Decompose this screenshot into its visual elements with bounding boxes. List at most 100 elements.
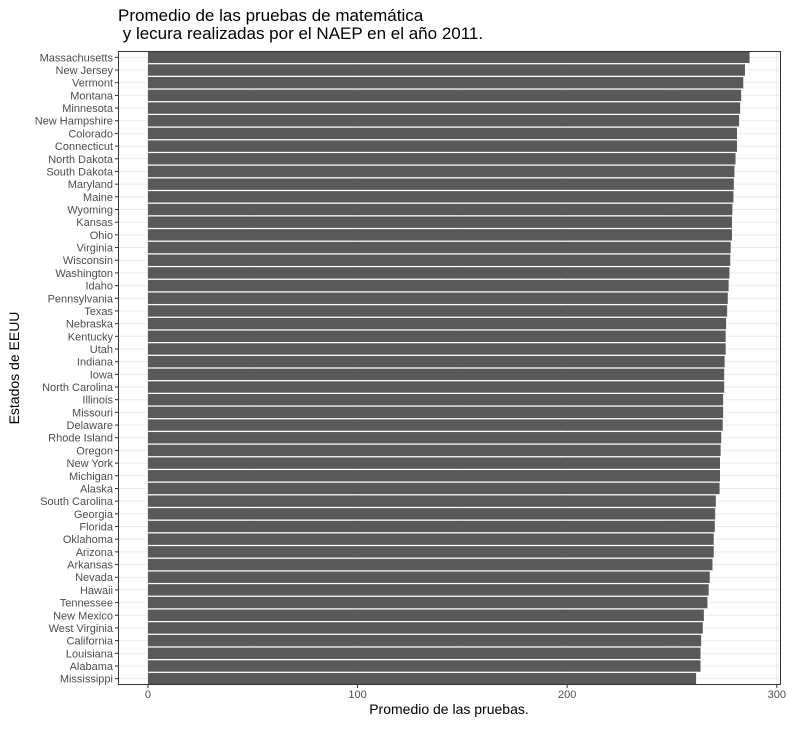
y-tick-label: Vermont	[72, 78, 113, 90]
y-tick-label: California	[67, 636, 114, 648]
bar	[147, 672, 697, 685]
y-tick-label: Alabama	[70, 661, 114, 673]
bar	[147, 457, 721, 469]
bar	[147, 393, 724, 406]
bar	[147, 317, 727, 330]
bar	[147, 432, 722, 444]
bar	[147, 508, 716, 520]
bar	[147, 153, 736, 165]
y-tick-label: Wyoming	[67, 205, 113, 217]
bar	[147, 191, 734, 203]
y-tick-label: Minnesota	[62, 103, 114, 115]
x-axis-title: Promedio de las pruebas.	[369, 701, 529, 717]
y-tick-label: Mississippi	[60, 674, 113, 686]
bar	[147, 634, 702, 647]
bar	[147, 584, 709, 596]
bar	[147, 444, 721, 457]
bar	[147, 140, 737, 152]
y-tick-label: Delaware	[67, 420, 113, 432]
bar	[147, 419, 723, 431]
y-axis-title: Estados de EEUU	[6, 312, 22, 425]
y-tick-label: Utah	[90, 344, 113, 356]
y-tick-label: South Carolina	[40, 496, 114, 508]
chart-title-line-1: Promedio de las pruebas de matemática	[118, 6, 424, 25]
y-tick-label: Connecticut	[55, 141, 113, 153]
bar	[147, 355, 725, 368]
y-tick-label: Idaho	[85, 281, 113, 293]
bar	[147, 305, 728, 317]
y-tick-label: New York	[67, 458, 114, 470]
bar	[147, 660, 701, 672]
y-tick-label: Kentucky	[68, 331, 114, 343]
y-tick-label: Arkansas	[67, 560, 113, 572]
bar	[147, 558, 713, 571]
chart-title-line-2: y lecura realizadas por el NAEP en el añ…	[118, 24, 483, 43]
y-tick-label: Kansas	[76, 217, 113, 229]
y-tick-label: New Jersey	[56, 65, 114, 77]
y-tick-label: Rhode Island	[48, 433, 113, 445]
x-tick-label: 100	[348, 689, 366, 701]
bar	[147, 381, 725, 393]
y-tick-label: Montana	[70, 90, 114, 102]
plot-panel-border	[118, 51, 781, 685]
bar	[147, 596, 708, 609]
bar	[147, 102, 741, 114]
y-tick-label: Ohio	[90, 230, 113, 242]
bar	[147, 520, 715, 533]
y-tick-label: Michigan	[69, 471, 113, 483]
bars	[147, 51, 750, 685]
bar	[147, 165, 735, 178]
y-tick-label: South Dakota	[46, 166, 114, 178]
bar	[147, 76, 744, 89]
bar	[147, 178, 734, 190]
y-tick-label: Colorado	[68, 128, 113, 140]
y-tick-label: Arizona	[76, 547, 114, 559]
bar	[147, 647, 701, 660]
y-tick-label: Washington	[55, 268, 113, 280]
y-tick-label: Louisiana	[66, 648, 114, 660]
y-tick-label: Nebraska	[66, 319, 114, 331]
bar	[147, 267, 730, 279]
bar	[147, 406, 724, 419]
y-tick-label: Iowa	[90, 369, 114, 381]
y-tick-label: Virginia	[77, 243, 114, 255]
bar	[147, 279, 729, 292]
bar	[147, 115, 740, 127]
bar	[147, 482, 720, 495]
y-tick-label: New Hampshire	[35, 116, 113, 128]
y-tick-label: Georgia	[74, 509, 114, 521]
bar	[147, 216, 732, 228]
bar	[147, 368, 725, 381]
bar	[147, 533, 714, 545]
bar	[147, 622, 703, 634]
bar	[147, 470, 721, 482]
y-tick-label: Indiana	[77, 357, 114, 369]
y-tick-label: North Carolina	[42, 382, 114, 394]
bar	[147, 64, 745, 76]
bar	[147, 203, 733, 216]
bar	[147, 571, 710, 583]
y-tick-label: West Virginia	[49, 623, 114, 635]
bar	[147, 254, 731, 266]
bar	[147, 495, 716, 507]
bar	[147, 89, 742, 102]
y-tick-label: Alaska	[80, 483, 114, 495]
y-tick-label: Florida	[79, 522, 114, 534]
y-tick-label: Maryland	[68, 179, 113, 191]
x-axis: 0 100 200 300	[145, 685, 786, 701]
bar	[147, 609, 704, 621]
x-tick-label: 200	[558, 689, 576, 701]
bar	[147, 343, 726, 355]
y-tick-label: Hawaii	[80, 585, 113, 597]
y-tick-label: Wisconsin	[63, 255, 113, 267]
y-tick-label: Massachusetts	[40, 52, 114, 64]
bar	[147, 292, 728, 304]
bar	[147, 127, 737, 140]
y-tick-label: Maine	[83, 192, 113, 204]
y-tick-label: Tennessee	[60, 598, 113, 610]
bar	[147, 241, 731, 254]
bar	[147, 330, 726, 343]
y-tick-label: Oregon	[76, 445, 113, 457]
